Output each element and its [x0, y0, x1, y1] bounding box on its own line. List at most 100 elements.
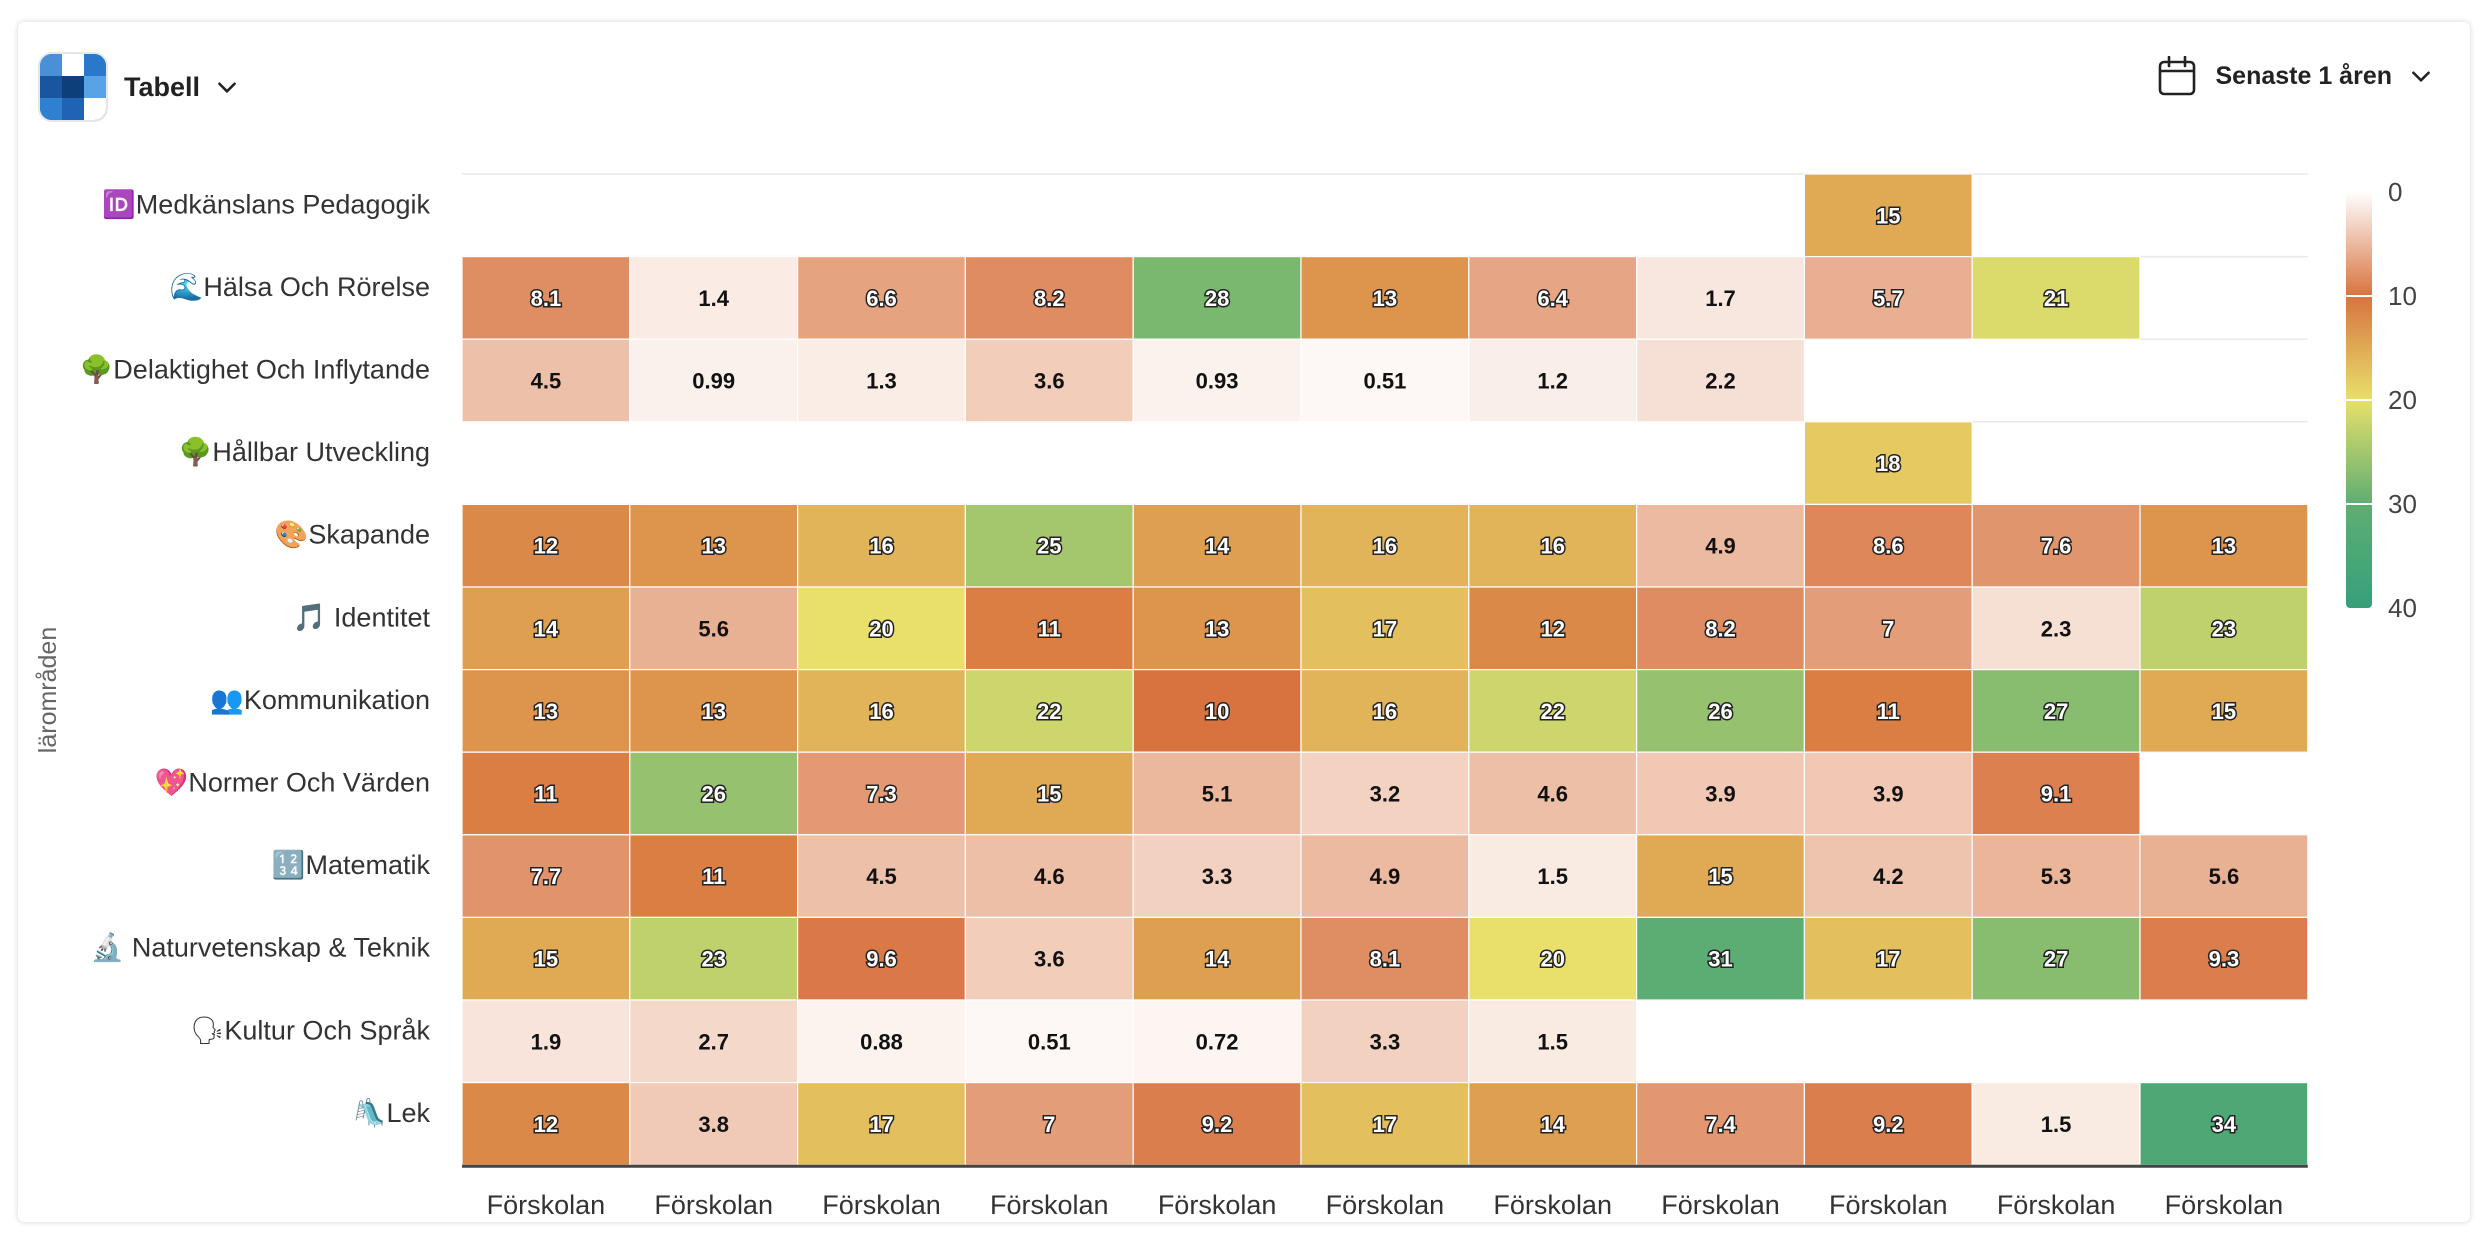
- heatmap-cell[interactable]: [1132, 586, 1302, 671]
- heatmap-cell[interactable]: [964, 834, 1134, 918]
- heatmap-cell[interactable]: [1803, 503, 1973, 588]
- heatmap-cell[interactable]: [629, 338, 799, 423]
- column-label: Förskolan: [2165, 1190, 2284, 1220]
- chevron-down-icon[interactable]: [214, 74, 240, 100]
- heatmap-cell[interactable]: [796, 668, 966, 753]
- heatmap-cell[interactable]: [1132, 338, 1302, 423]
- cell-value-label: 5.6: [698, 616, 729, 641]
- heatmap-cell[interactable]: [964, 751, 1134, 836]
- chevron-down-icon[interactable]: [2408, 63, 2434, 89]
- heatmap-cell[interactable]: [964, 503, 1134, 588]
- heatmap-cell[interactable]: [796, 338, 966, 423]
- heatmap-cell[interactable]: [461, 751, 631, 836]
- heatmap-cell[interactable]: [1803, 586, 1973, 671]
- cell-value-label: 11: [702, 864, 725, 889]
- heatmap-cell[interactable]: [1132, 1081, 1302, 1166]
- heatmap-cell[interactable]: [1300, 668, 1470, 753]
- heatmap-cell[interactable]: [2139, 668, 2309, 753]
- heatmap-cell[interactable]: [964, 1081, 1134, 1166]
- heatmap-cell[interactable]: [964, 668, 1134, 753]
- heatmap-cell[interactable]: [461, 834, 631, 918]
- heatmap-cell[interactable]: [796, 256, 966, 340]
- heatmap-cell[interactable]: [461, 338, 631, 423]
- row-label: 🔢Matematik: [272, 849, 431, 880]
- heatmap-cell[interactable]: [629, 751, 799, 836]
- heatmap-cell[interactable]: [1300, 1081, 1470, 1166]
- heatmap-cell[interactable]: [629, 256, 799, 340]
- heatmap-cell[interactable]: [1803, 421, 1973, 505]
- heatmap-cell[interactable]: [1635, 256, 1805, 340]
- heatmap-cell[interactable]: [964, 256, 1134, 340]
- heatmap-cell[interactable]: [1132, 834, 1302, 918]
- cell-value-label: 11: [1877, 699, 1900, 724]
- view-selector[interactable]: Tabell: [40, 54, 240, 120]
- heatmap-cell[interactable]: [1132, 751, 1302, 836]
- heatmap-cell[interactable]: [1468, 586, 1638, 671]
- cell-value-label: 5.3: [2041, 864, 2072, 889]
- heatmap-cell[interactable]: [1468, 916, 1638, 1001]
- heatmap-cell[interactable]: [1803, 916, 1973, 1001]
- heatmap-cell[interactable]: [1468, 668, 1638, 753]
- heatmap-cell[interactable]: [461, 256, 631, 340]
- heatmap-cell[interactable]: [1300, 916, 1470, 1001]
- heatmap-cell[interactable]: [1132, 999, 1302, 1084]
- heatmap-cell[interactable]: [1300, 586, 1470, 671]
- heatmap-cell[interactable]: [1971, 751, 2141, 836]
- heatmap-cell[interactable]: [1300, 503, 1470, 588]
- heatmap-cell[interactable]: [1132, 503, 1302, 588]
- heatmap-cell[interactable]: [1803, 751, 1973, 836]
- column-label: Förskolan: [654, 1190, 773, 1220]
- heatmap-cell[interactable]: [796, 834, 966, 918]
- heatmap-cell[interactable]: [796, 916, 966, 1001]
- heatmap-cell[interactable]: [461, 999, 631, 1084]
- heatmap-cell[interactable]: [796, 503, 966, 588]
- heatmap-cell[interactable]: [1300, 751, 1470, 836]
- heatmap-cell[interactable]: [964, 999, 1134, 1084]
- heatmap-cell[interactable]: [2139, 503, 2309, 588]
- heatmap-cell[interactable]: [796, 586, 966, 671]
- date-range-selector[interactable]: Senaste 1 åren: [2158, 56, 2435, 96]
- heatmap-cell[interactable]: [629, 1081, 799, 1166]
- heatmap-cell[interactable]: [1300, 256, 1470, 340]
- heatmap-cell[interactable]: [1635, 586, 1805, 671]
- heatmap-cell[interactable]: [1468, 1081, 1638, 1166]
- heatmap-cell[interactable]: [461, 503, 631, 588]
- heatmap-cell[interactable]: [964, 338, 1134, 423]
- heatmap-cell[interactable]: [629, 668, 799, 753]
- heatmap-cell[interactable]: [1971, 668, 2141, 753]
- heatmap-cell[interactable]: [629, 586, 799, 671]
- heatmap-cell[interactable]: [1132, 916, 1302, 1001]
- heatmap-cell[interactable]: [461, 916, 631, 1001]
- heatmap-cell[interactable]: [1635, 668, 1805, 753]
- heatmap-cell[interactable]: [1468, 834, 1638, 918]
- heatmap-cell[interactable]: [1803, 1081, 1973, 1166]
- heatmap-cell[interactable]: [461, 1081, 631, 1166]
- heatmap-cell[interactable]: [1971, 586, 2141, 671]
- heatmap-cell[interactable]: [2139, 586, 2309, 671]
- cell-value-label: 4.5: [531, 369, 562, 394]
- heatmap-cell[interactable]: [1971, 916, 2141, 1001]
- heatmap-cell[interactable]: [2139, 916, 2309, 1001]
- heatmap-cell[interactable]: [629, 916, 799, 1001]
- heatmap-cell[interactable]: [1300, 999, 1470, 1084]
- heatmap-cell[interactable]: [796, 999, 966, 1084]
- heatmap-cell[interactable]: [461, 668, 631, 753]
- heatmap-cell[interactable]: [1132, 256, 1302, 340]
- heatmap-cell[interactable]: [1971, 1081, 2141, 1166]
- heatmap-cell[interactable]: [629, 834, 799, 918]
- cell-value-label: 31: [1708, 947, 1732, 972]
- heatmap-cell[interactable]: [1635, 338, 1805, 423]
- heatmap-cell[interactable]: [1635, 916, 1805, 1001]
- heatmap-cell[interactable]: [1803, 834, 1973, 918]
- heatmap-cell[interactable]: [2139, 1081, 2309, 1166]
- heatmap-cell[interactable]: [964, 586, 1134, 671]
- heatmap-cell[interactable]: [1971, 256, 2141, 340]
- heatmap-cell[interactable]: [1468, 751, 1638, 836]
- heatmap-cell[interactable]: [1468, 256, 1638, 340]
- heatmap-cell[interactable]: [1635, 834, 1805, 918]
- heatmap-cell[interactable]: [1468, 999, 1638, 1084]
- heatmap-cell[interactable]: [1803, 256, 1973, 340]
- heatmap-cell[interactable]: [1300, 834, 1470, 918]
- heatmap-cell[interactable]: [461, 586, 631, 671]
- heatmap-cell[interactable]: [1635, 503, 1805, 588]
